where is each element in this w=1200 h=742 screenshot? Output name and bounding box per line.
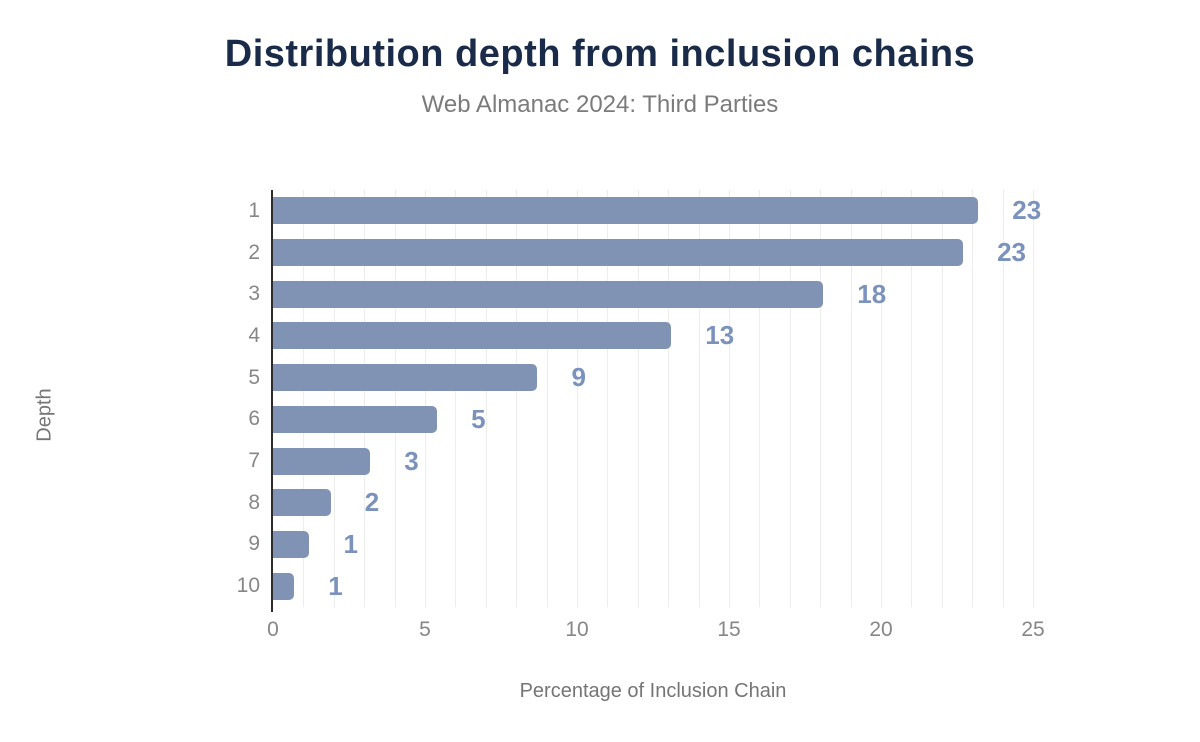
y-axis-category-labels: 1 2 3 4 5 6 7 8 9 10 <box>140 190 260 607</box>
gridline <box>333 190 335 607</box>
bar-value-label: 1 <box>328 570 343 601</box>
gridline <box>850 190 852 607</box>
bar-depth-10[interactable] <box>273 572 295 600</box>
bar-value-label: 2 <box>364 487 380 518</box>
chart-row: 9 <box>273 357 1033 399</box>
x-tick-label: 5 <box>419 618 431 641</box>
bar-depth-2[interactable] <box>273 239 964 267</box>
chart-row: 1 <box>273 524 1033 566</box>
gridline <box>425 190 426 607</box>
gridline <box>364 190 366 607</box>
x-tick-label: 25 <box>1021 618 1045 641</box>
bar-value-label: 23 <box>997 237 1026 268</box>
gridline <box>455 190 457 607</box>
bar-depth-6[interactable] <box>273 405 438 433</box>
y-category-label: 6 <box>248 407 260 431</box>
gridline <box>485 190 487 607</box>
chart-title: Distribution depth from inclusion chains <box>224 33 976 75</box>
bar-value-label: 9 <box>571 362 586 393</box>
y-category-label: 4 <box>248 323 260 347</box>
bar-depth-4[interactable] <box>273 322 672 350</box>
bar-depth-9[interactable] <box>273 530 310 558</box>
gridline <box>516 190 518 607</box>
chart-row: 2 <box>273 482 1033 524</box>
x-tick-label: 20 <box>869 618 893 641</box>
chart-row: 5 <box>273 399 1033 441</box>
gridline <box>820 190 822 607</box>
chart-row: 23 <box>273 190 1041 232</box>
gridline <box>1002 190 1004 607</box>
bars-container: 23 23 18 13 9 5 3 2 1 1 <box>273 190 1041 607</box>
y-category-label: 9 <box>248 532 260 556</box>
gridline <box>881 190 882 607</box>
x-axis-title: Percentage of Inclusion Chain <box>519 680 787 702</box>
gridline <box>394 190 396 607</box>
gridline <box>637 190 639 607</box>
x-tick-label: 15 <box>717 618 741 641</box>
bar-value-label: 3 <box>404 445 419 476</box>
y-axis-line <box>271 190 273 612</box>
gridline <box>546 190 548 607</box>
x-tick-label: 10 <box>565 618 589 641</box>
gridline <box>668 190 670 607</box>
y-category-label: 5 <box>248 365 260 389</box>
chart-row: 1 <box>273 565 1033 607</box>
y-category-label: 10 <box>236 574 260 598</box>
bar-depth-5[interactable] <box>273 364 538 392</box>
gridline <box>303 190 305 607</box>
gridline <box>1033 190 1034 607</box>
gridline <box>607 190 609 607</box>
chart-row: 18 <box>273 273 1033 315</box>
y-category-label: 8 <box>248 490 260 514</box>
x-tick-label: 0 <box>267 618 279 641</box>
bar-value-label: 18 <box>857 278 887 309</box>
x-axis-tick-labels: 0 5 10 15 20 25 <box>267 618 1045 646</box>
gridline <box>911 190 913 607</box>
plot-gridlines <box>273 190 1034 607</box>
y-category-label: 2 <box>248 240 260 264</box>
gridline <box>941 190 943 607</box>
bar-depth-3[interactable] <box>273 280 824 308</box>
chart-row: 13 <box>273 315 1033 357</box>
bar-depth-8[interactable] <box>273 489 331 517</box>
bar-depth-7[interactable] <box>273 447 371 475</box>
y-category-label: 1 <box>248 198 260 222</box>
y-axis-title: Depth <box>33 388 56 442</box>
bar-value-label: 5 <box>471 403 486 434</box>
gridline <box>577 190 578 607</box>
chart-row: 3 <box>273 440 1033 482</box>
y-category-label: 3 <box>248 282 260 306</box>
gridline <box>698 190 700 607</box>
bar-value-label: 13 <box>705 320 735 351</box>
chart-row: 23 <box>273 232 1033 274</box>
bar-depth-1[interactable] <box>273 197 979 225</box>
gridline <box>789 190 791 607</box>
y-category-label: 7 <box>248 449 260 473</box>
gridline <box>972 190 974 607</box>
gridline <box>759 190 761 607</box>
bar-value-label: 1 <box>343 528 358 559</box>
gridline <box>729 190 730 607</box>
bar-value-label: 23 <box>1012 195 1042 226</box>
chart-subtitle: Web Almanac 2024: Third Parties <box>421 91 779 118</box>
